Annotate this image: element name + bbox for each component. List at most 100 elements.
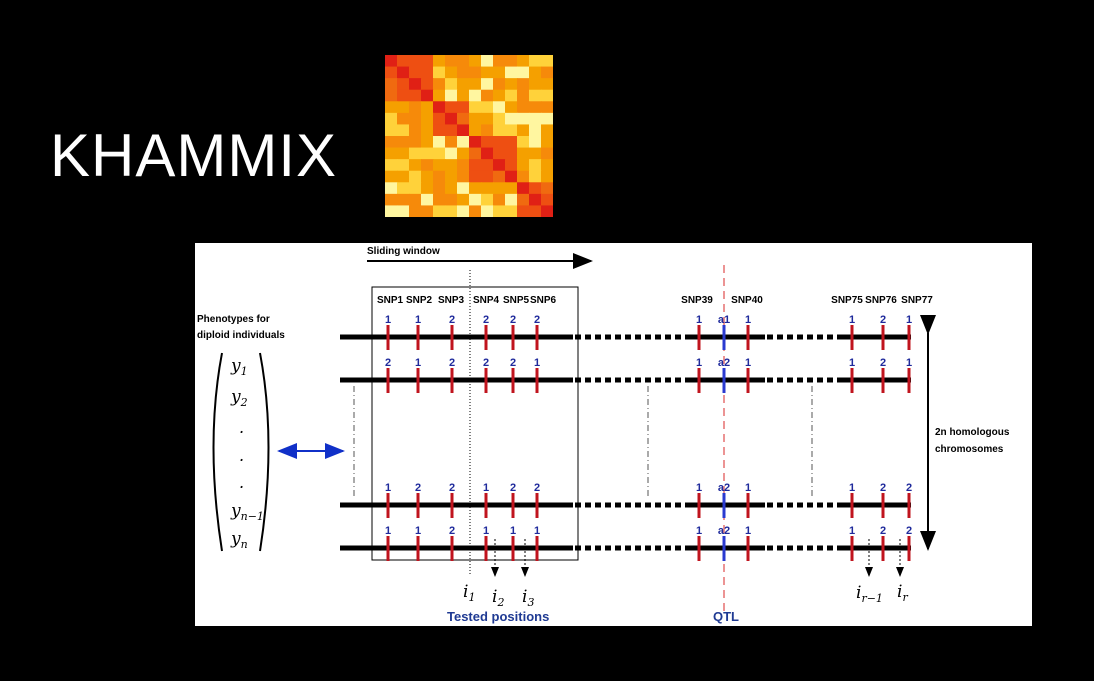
position-subscript: 1 — [468, 591, 475, 604]
heatmap-cell — [541, 170, 553, 183]
heatmap-cell — [505, 101, 518, 114]
heatmap-cell — [445, 112, 458, 126]
allele-label: 1 — [906, 357, 912, 369]
heatmap-cell — [505, 159, 518, 172]
heatmap-cell — [409, 205, 422, 217]
heatmap-cell — [433, 124, 446, 137]
heatmap-cell — [469, 159, 482, 172]
heatmap-cell — [409, 124, 422, 137]
heatmap-cell — [517, 124, 530, 137]
heatmap-cell — [457, 193, 470, 207]
allele-label: a2 — [718, 525, 730, 537]
allele-label: 2 — [906, 482, 912, 494]
heatmap-cell — [385, 55, 398, 68]
heatmap-cell — [409, 112, 422, 126]
heatmap-cell — [397, 66, 410, 79]
heatmap-cell — [469, 101, 482, 114]
heatmap-cell — [433, 66, 446, 79]
heatmap-cell — [541, 55, 553, 68]
heatmap-cell — [517, 205, 530, 217]
allele-label: 2 — [510, 357, 516, 369]
heatmap-cell — [397, 112, 410, 126]
heatmap-cell — [493, 78, 506, 91]
heatmap-cell — [421, 159, 434, 172]
heatmap-cell — [481, 159, 494, 172]
heatmap-cell — [385, 101, 398, 114]
heatmap-cell — [469, 112, 482, 126]
heatmap-cell — [481, 124, 494, 137]
heatmap-cell — [481, 78, 494, 91]
heatmap-cell — [469, 66, 482, 79]
allele-label: a1 — [718, 314, 730, 326]
heatmap-cell — [493, 193, 506, 207]
allele-label: 2 — [880, 482, 886, 494]
allele-label: 1 — [849, 525, 855, 537]
heatmap-cell — [421, 89, 434, 102]
matrix-entry: . — [239, 446, 244, 465]
heatmap-cell — [457, 170, 470, 183]
heatmap-cell — [433, 205, 446, 217]
allele-label: 2 — [510, 314, 516, 326]
phenotypes-label-line2: diploid individuals — [197, 330, 285, 341]
heatmap-cell — [445, 182, 458, 195]
heatmap-cell — [493, 205, 506, 217]
position-subscript: r — [902, 591, 908, 604]
matrix-subscript: 1 — [241, 365, 248, 378]
allele-label: 1 — [415, 314, 421, 326]
heatmap-cell — [517, 66, 530, 79]
matrix-entry: yn — [230, 529, 248, 551]
heatmap-cell — [409, 89, 422, 102]
snp-label: SNP75 — [831, 295, 863, 306]
heatmap-cell — [397, 159, 410, 172]
heatmap-cell — [469, 193, 482, 207]
allele-label: 2 — [385, 357, 391, 369]
heatmap-cell — [469, 170, 482, 183]
heatmap-cell — [493, 89, 506, 102]
allele-label: 2 — [906, 525, 912, 537]
heatmap-cell — [493, 170, 506, 183]
homologous-label-line1: 2n homologous — [935, 427, 1010, 438]
heatmap-cell — [505, 182, 518, 195]
allele-label: 1 — [510, 525, 516, 537]
heatmap-cell — [445, 147, 458, 160]
allele-label: 1 — [849, 482, 855, 494]
chromosome-row: 1 1 2 2 2 2 1 a1 1 1 2 1 — [340, 314, 912, 350]
heatmap-cell — [445, 66, 458, 79]
heatmap-cell — [421, 78, 434, 91]
heatmap-cell — [409, 170, 422, 183]
heatmap-cell — [433, 182, 446, 195]
position-label: ir — [897, 582, 908, 604]
heatmap-cell — [457, 147, 470, 160]
heatmap-cell — [517, 136, 530, 149]
allele-label: 1 — [385, 525, 391, 537]
heatmap-cell — [397, 136, 410, 149]
heatmap-cell — [529, 124, 542, 137]
heatmap-cell — [505, 193, 518, 207]
heatmap-cell — [541, 78, 553, 91]
heatmap-cell — [469, 136, 482, 149]
heatmap-cell — [481, 170, 494, 183]
heatmap-cell — [481, 55, 494, 68]
matrix-entry: yn−1 — [230, 501, 264, 523]
heatmap-cell — [529, 112, 542, 126]
heatmap-cell — [421, 55, 434, 68]
matrix-entry: y1 — [230, 356, 248, 378]
heatmap-cell — [529, 55, 542, 68]
allele-label: 1 — [696, 314, 702, 326]
heatmap-cell — [541, 101, 553, 114]
heatmap-cell — [421, 193, 434, 207]
heatmap-cell — [505, 112, 518, 126]
heatmap-image — [385, 55, 553, 217]
heatmap-cell — [505, 55, 518, 68]
khammix-diagram: Sliding window Phenotypes for diploid in… — [197, 246, 1010, 624]
heatmap-cell — [529, 136, 542, 149]
position-subscript: 3 — [527, 596, 534, 609]
heatmap-cell — [421, 182, 434, 195]
heatmap-cell — [481, 193, 494, 207]
position-label: i2 — [492, 587, 504, 609]
allele-label: 1 — [696, 357, 702, 369]
chromosomes: 1 1 2 2 2 2 1 a1 1 1 2 12 1 2 2 2 1 1 a2 1 1 2 11 2 2 1 2 2 1 a2 1 1 2 21… — [340, 314, 912, 561]
heatmap-cell — [409, 159, 422, 172]
allele-label: 1 — [385, 482, 391, 494]
heatmap-cell — [517, 78, 530, 91]
